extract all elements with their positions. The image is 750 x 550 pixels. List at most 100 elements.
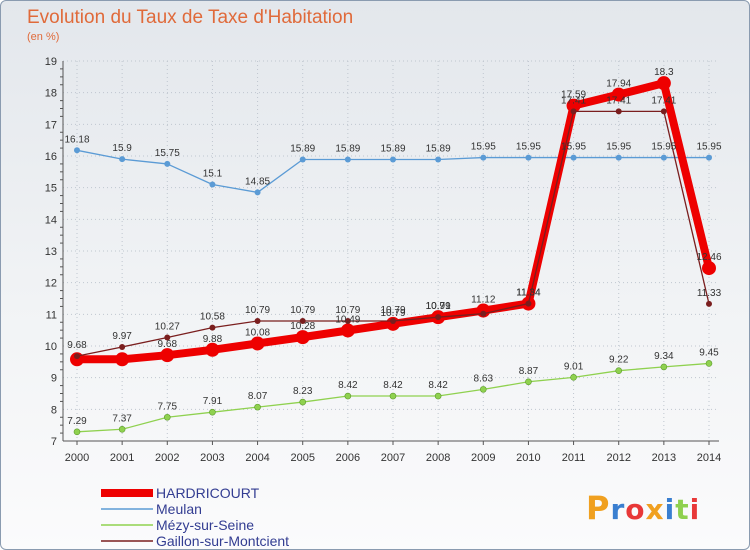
x-tick-label: 2008 [426, 452, 450, 464]
legend-item-gaillon[interactable]: Gaillon-sur-Montcient [101, 533, 361, 549]
y-tick-label: 15 [45, 183, 57, 195]
data-point-gaillon[interactable] [209, 324, 216, 331]
data-point-mezy[interactable] [570, 374, 577, 381]
data-point-gaillon[interactable] [706, 300, 712, 307]
axes: 7 8 9 10 11 12 13 14 15 16 17 18 19 2000 2001 2002 2003 2… [45, 56, 721, 464]
data-point-mezy[interactable] [118, 425, 126, 433]
x-tick-label: 2005 [290, 452, 314, 464]
data-label-mezy: 7.37 [112, 413, 132, 424]
data-point-meulan[interactable] [209, 181, 216, 188]
x-tick-label: 2009 [471, 452, 495, 464]
logo-letter: r [610, 493, 626, 526]
data-point-meulan[interactable] [525, 154, 532, 161]
data-label-hardricourt: 9.68 [158, 339, 178, 350]
data-label-meulan: 14.85 [245, 176, 270, 187]
data-point-gaillon[interactable] [164, 334, 171, 341]
data-point-hardricourt[interactable] [295, 330, 310, 345]
data-point-meulan[interactable] [299, 156, 306, 163]
data-point-gaillon[interactable] [344, 317, 351, 324]
legend-item-hardricourt[interactable]: HARDRICOURT [101, 485, 361, 501]
data-point-hardricourt[interactable] [340, 323, 355, 338]
logo-letter: i [689, 493, 701, 526]
data-point-mezy[interactable] [299, 398, 307, 406]
data-label-gaillon: 17.41 [606, 95, 631, 106]
data-point-meulan[interactable] [435, 156, 442, 163]
data-point-mezy[interactable] [525, 378, 532, 386]
y-tick-label: 19 [45, 56, 57, 68]
data-point-hardricourt[interactable] [160, 348, 175, 363]
data-point-meulan[interactable] [344, 156, 351, 163]
data-label-gaillon: 10.58 [200, 312, 225, 323]
data-point-meulan[interactable] [119, 156, 126, 163]
data-point-gaillon[interactable] [435, 314, 442, 321]
data-label-gaillon: 10.79 [245, 305, 270, 316]
data-point-mezy[interactable] [254, 403, 261, 411]
legend-swatch-mezy [101, 517, 153, 533]
data-label-meulan: 15.95 [561, 142, 586, 153]
data-point-gaillon[interactable] [254, 317, 261, 324]
data-label-mezy: 7.29 [67, 416, 87, 427]
y-tick-label: 16 [45, 151, 57, 163]
data-point-meulan[interactable] [254, 189, 261, 196]
data-point-mezy[interactable] [73, 428, 81, 436]
data-label-mezy: 8.63 [474, 373, 494, 384]
data-point-gaillon[interactable] [119, 343, 126, 350]
data-point-meulan[interactable] [164, 160, 171, 167]
data-label-mezy: 9.22 [609, 355, 629, 366]
data-point-meulan[interactable] [390, 156, 396, 163]
logo-letter: o [625, 493, 646, 526]
x-tick-label: 2013 [652, 452, 676, 464]
data-point-hardricourt[interactable] [611, 87, 626, 102]
data-label-gaillon: 17.41 [561, 95, 586, 106]
data-point-meulan[interactable] [480, 154, 487, 161]
data-point-hardricourt[interactable] [702, 261, 716, 276]
data-point-hardricourt[interactable] [566, 98, 581, 113]
data-point-hardricourt[interactable] [656, 76, 671, 91]
data-point-mezy[interactable] [344, 392, 352, 400]
series-layer [70, 76, 716, 436]
data-point-gaillon[interactable] [299, 317, 306, 324]
data-point-gaillon[interactable] [74, 353, 80, 360]
data-label-mezy: 7.75 [158, 401, 178, 412]
data-point-hardricourt[interactable] [115, 352, 130, 367]
data-label-gaillon: 9.97 [112, 331, 132, 342]
data-point-mezy[interactable] [434, 392, 442, 400]
data-point-meulan[interactable] [74, 147, 80, 154]
data-point-gaillon[interactable] [615, 108, 622, 115]
data-label-hardricourt: 10.08 [245, 327, 270, 338]
data-point-gaillon[interactable] [390, 317, 396, 324]
data-point-mezy[interactable] [615, 367, 623, 375]
data-point-gaillon[interactable] [525, 300, 532, 307]
data-point-hardricourt[interactable] [205, 342, 220, 357]
y-tick-label: 10 [45, 341, 57, 353]
data-point-gaillon[interactable] [660, 108, 667, 115]
data-point-mezy[interactable] [660, 363, 668, 371]
data-point-meulan[interactable] [570, 154, 577, 161]
data-label-mezy: 8.42 [383, 380, 403, 391]
data-point-meulan[interactable] [615, 154, 622, 161]
data-point-meulan[interactable] [660, 154, 667, 161]
data-point-mezy[interactable] [389, 392, 397, 400]
data-point-meulan[interactable] [706, 154, 712, 161]
data-label-mezy: 8.42 [338, 380, 358, 391]
x-tick-label: 2000 [65, 452, 89, 464]
legend-swatch-meulan [101, 501, 153, 517]
data-point-gaillon[interactable] [570, 108, 577, 115]
data-point-mezy[interactable] [705, 360, 713, 367]
data-point-hardricourt[interactable] [250, 336, 265, 351]
data-label-hardricourt: 10.49 [335, 314, 360, 325]
x-tick-label: 2006 [336, 452, 360, 464]
legend-item-meulan[interactable]: Meulan [101, 501, 361, 517]
data-label-hardricourt: 10.79 [380, 308, 405, 319]
data-label-mezy: 7.91 [203, 396, 223, 407]
data-label-gaillon: 10.91 [426, 301, 451, 312]
data-point-gaillon[interactable] [480, 310, 487, 317]
data-label-meulan: 15.89 [426, 143, 451, 154]
data-label-hardricourt: 10.28 [290, 321, 315, 332]
data-point-mezy[interactable] [479, 386, 487, 393]
data-label-meulan: 15.75 [155, 148, 180, 159]
legend-item-mezy[interactable]: Mézy-sur-Seine [101, 517, 361, 533]
data-point-mezy[interactable] [209, 408, 216, 416]
data-point-mezy[interactable] [163, 413, 171, 421]
